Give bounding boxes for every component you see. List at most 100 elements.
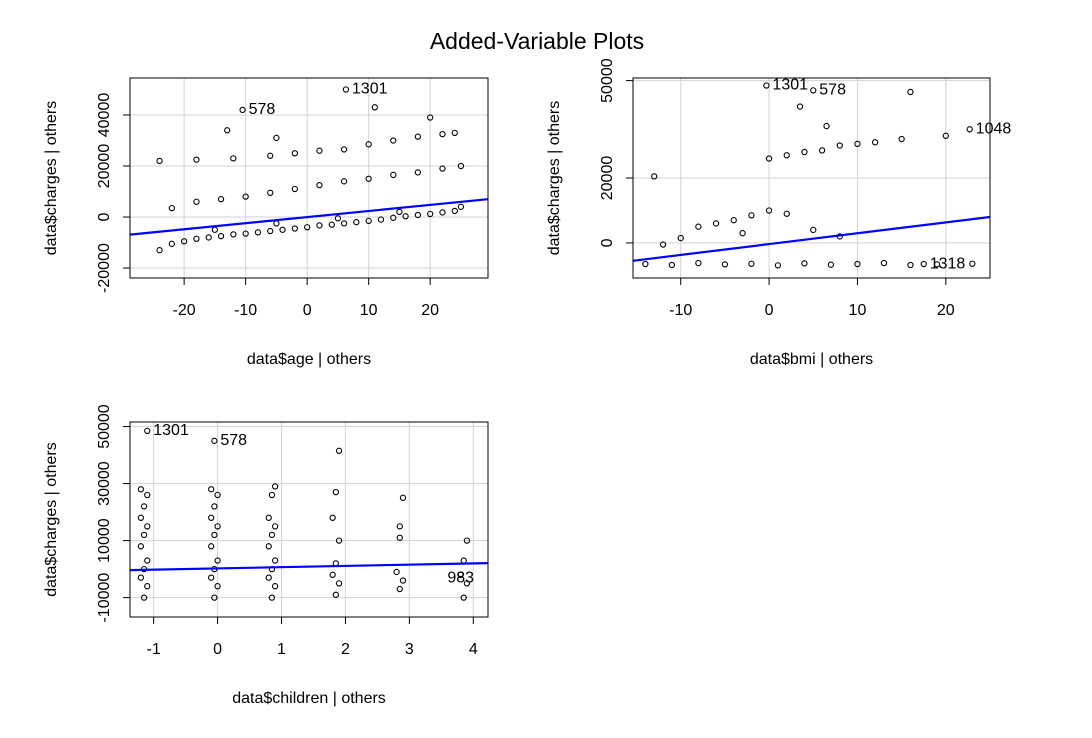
point (329, 514, 336, 521)
point (268, 594, 276, 601)
point (242, 193, 249, 200)
point (340, 220, 348, 227)
point (668, 261, 676, 269)
point (677, 234, 684, 242)
x-tick-label: 10 (360, 302, 378, 319)
point (214, 523, 221, 530)
point (332, 591, 339, 598)
point (156, 157, 163, 165)
point (414, 133, 422, 140)
point (168, 204, 175, 212)
point (332, 488, 339, 496)
point (291, 150, 299, 157)
point (208, 486, 215, 493)
point (144, 523, 151, 530)
point (271, 483, 279, 490)
point (730, 217, 737, 224)
point (836, 142, 843, 149)
point (390, 137, 397, 144)
x-axis-label: data$bmi | others (750, 351, 873, 368)
y-tick-label: 0 (96, 212, 113, 221)
point (268, 531, 276, 539)
point (193, 198, 200, 205)
point (365, 175, 372, 182)
point (712, 220, 720, 227)
point-label: 578 (249, 101, 276, 118)
point (783, 210, 790, 217)
point (304, 224, 311, 231)
point (399, 577, 407, 584)
point (763, 82, 770, 89)
point (818, 147, 826, 154)
point-label: 578 (819, 82, 846, 99)
point-label: 1318 (930, 255, 966, 272)
point (871, 139, 879, 146)
point (137, 543, 145, 550)
point (920, 260, 927, 268)
point (205, 234, 212, 241)
point (267, 227, 274, 235)
x-axis-label: data$age | others (247, 351, 371, 368)
point (211, 594, 218, 601)
point-label: 578 (220, 432, 247, 449)
point (810, 226, 817, 234)
point (334, 215, 342, 222)
point (396, 534, 403, 541)
point (291, 225, 299, 232)
point (211, 531, 218, 539)
point (144, 583, 151, 590)
point (748, 212, 755, 219)
point (335, 537, 343, 544)
x-tick-label: 4 (469, 641, 478, 658)
point-label: 1301 (153, 422, 189, 439)
x-tick-label: 20 (421, 302, 439, 319)
point (427, 210, 434, 218)
x-tick-label: -10 (234, 302, 257, 319)
x-tick-label: -1 (147, 641, 161, 658)
y-axis-label: data$charges | others (43, 101, 60, 255)
y-tick-label: 40000 (96, 93, 113, 138)
point (230, 155, 237, 162)
point (414, 169, 422, 176)
point (451, 207, 458, 215)
point (854, 260, 861, 268)
x-tick-label: -10 (669, 302, 692, 319)
point (451, 129, 458, 136)
point (193, 235, 200, 242)
point (396, 208, 403, 216)
y-axis-label: data$charges | others (546, 101, 563, 255)
point (144, 427, 151, 434)
y-tick-label: 30000 (96, 461, 113, 506)
point (316, 181, 323, 189)
point (765, 155, 773, 162)
point (140, 531, 148, 539)
point (208, 574, 215, 581)
point (353, 218, 360, 226)
point (783, 152, 790, 159)
point (271, 523, 279, 530)
point (217, 196, 225, 203)
point (217, 233, 225, 240)
point (765, 207, 773, 214)
plot-frame (632, 77, 991, 279)
point (796, 103, 804, 110)
point (774, 262, 782, 269)
point (156, 247, 163, 254)
point (329, 571, 336, 578)
x-tick-label: 0 (765, 302, 774, 319)
point (211, 503, 218, 510)
y-tick-label: 10000 (96, 518, 113, 563)
point (230, 231, 237, 238)
point (328, 221, 335, 228)
point (460, 594, 467, 601)
point (144, 557, 151, 564)
point-label: 1301 (352, 81, 388, 98)
point (273, 134, 280, 142)
point (880, 259, 888, 267)
point (316, 222, 323, 229)
point (239, 106, 246, 114)
x-tick-label: -20 (173, 302, 196, 319)
point-label: 1048 (976, 121, 1012, 138)
point (651, 173, 658, 180)
point (390, 171, 397, 179)
